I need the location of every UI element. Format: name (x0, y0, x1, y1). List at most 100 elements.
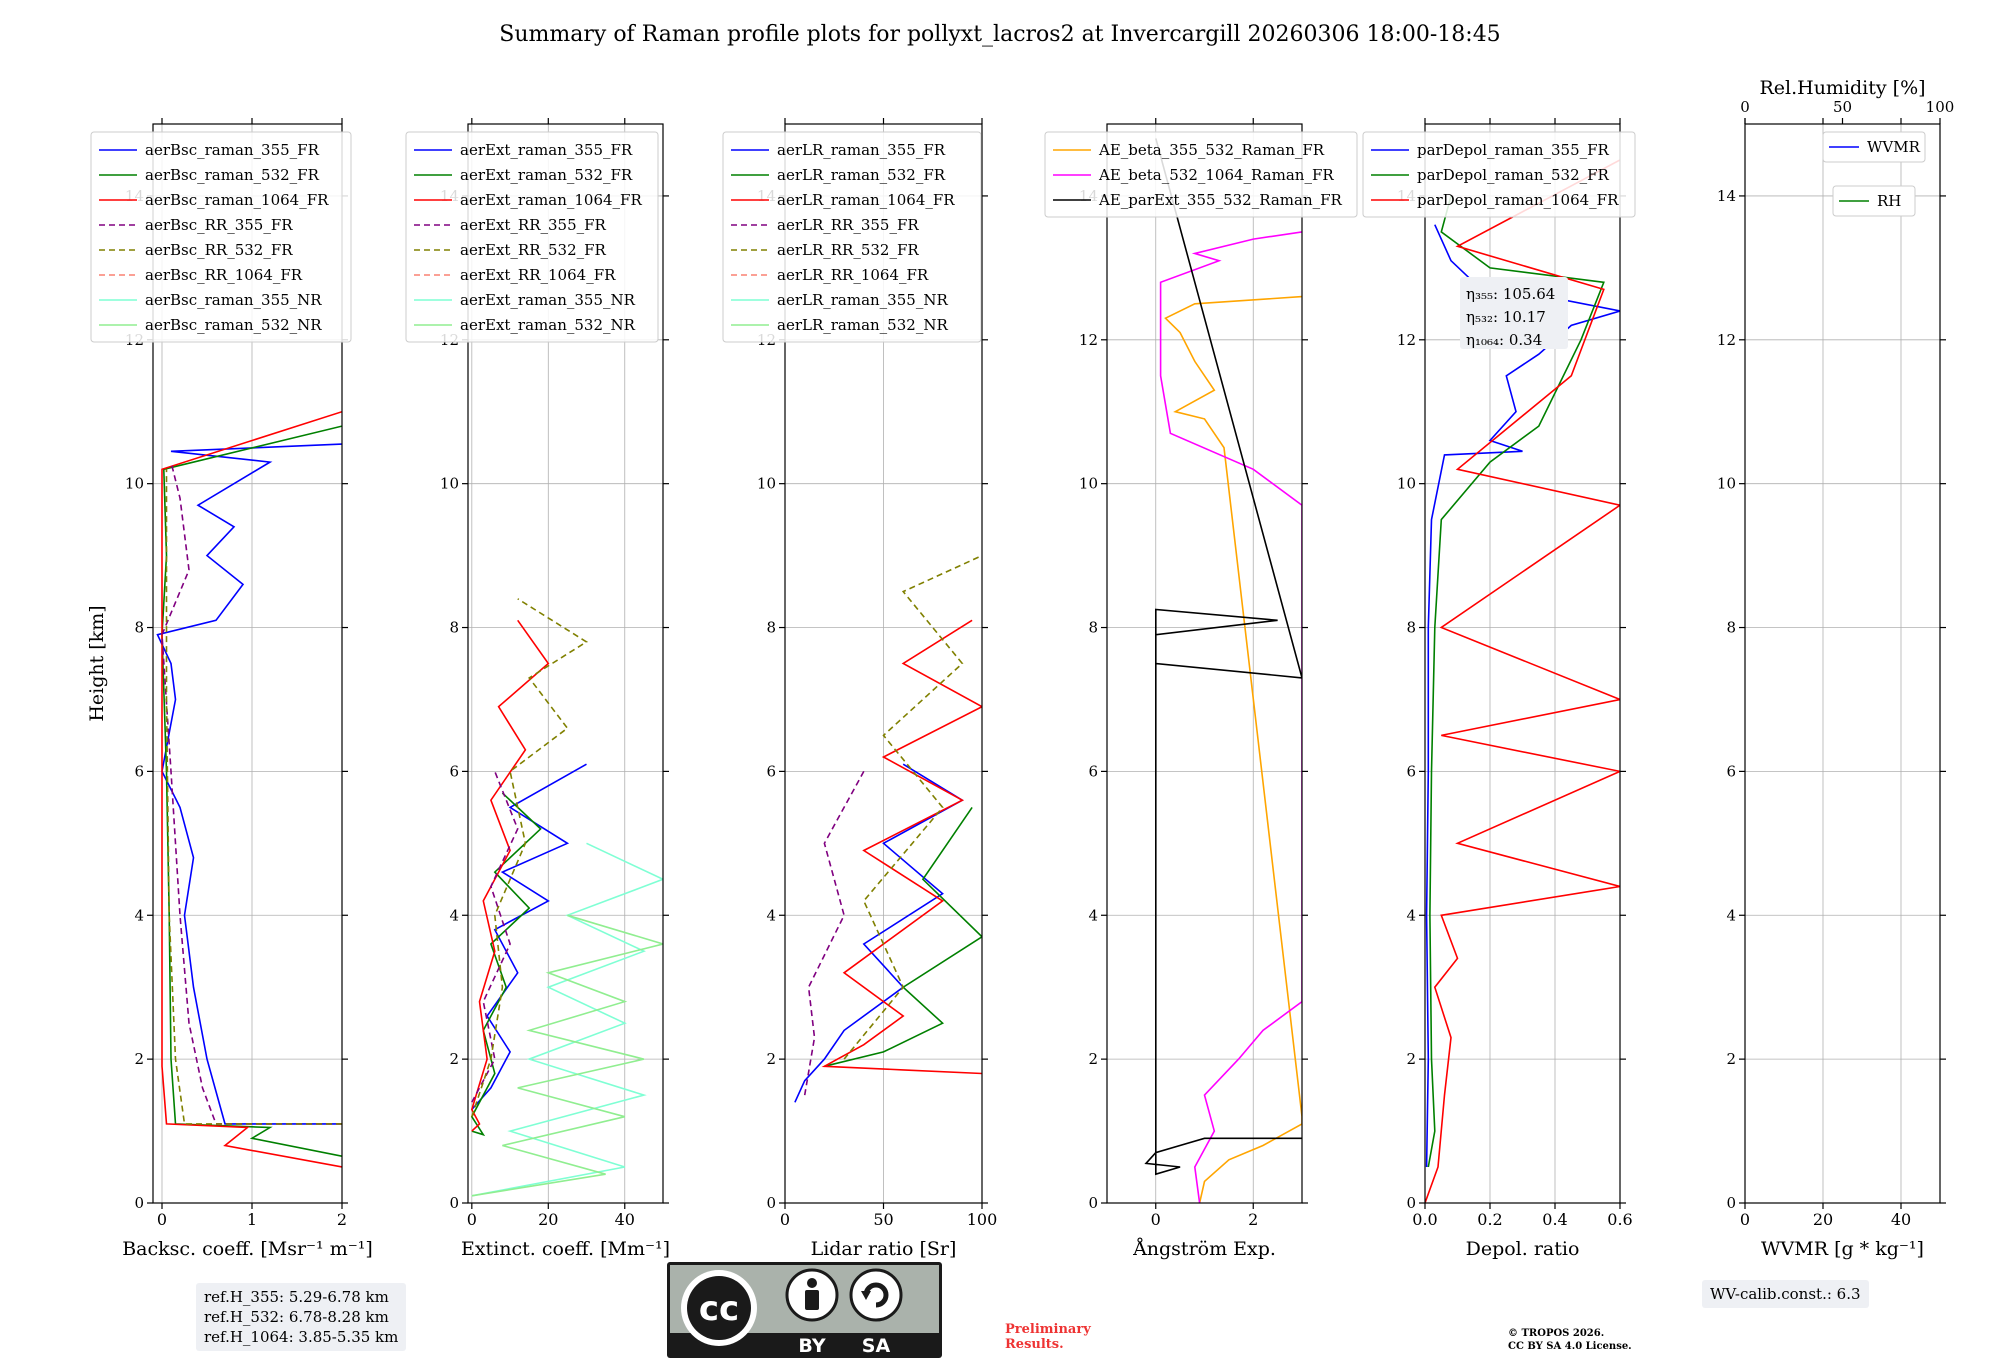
x-axis-label: Depol. ratio (1466, 1238, 1580, 1260)
panel-backscatter: 01202468101214Backsc. coeff. [Msr⁻¹ m⁻¹]… (90, 118, 373, 1260)
x-tick-label: 40 (615, 1210, 635, 1229)
legend-label: WVMR (1867, 138, 1921, 156)
x-tick-label: 20 (538, 1210, 558, 1229)
series-line-aerExt_raman_532_NR (471, 914, 663, 1197)
annotation-box (1460, 277, 1568, 349)
legend-label: aerExt_RR_355_FR (460, 216, 607, 234)
legend-label: aerExt_RR_532_FR (460, 241, 607, 259)
axes-frame (1424, 123, 1621, 1204)
series-line-aerBsc_raman_532_FR (161, 425, 342, 1157)
legend-label: AE_beta_355_532_Raman_FR (1098, 141, 1325, 159)
eta-annotations: η₃₅₅: 105.64 η₅₃₂: 10.17 η₁₀₆₄: 0.34 (1460, 277, 1568, 349)
axes-frame (784, 123, 983, 1204)
top-x-tick-label: 0 (1740, 98, 1750, 116)
y-tick-label: 12 (1079, 331, 1098, 349)
legend-box (90, 131, 352, 343)
eta-annotation: η₃₅₅: 105.64 (1466, 285, 1555, 303)
y-tick-label: 10 (440, 475, 459, 493)
series-line-parDepol_raman_355_FR (1425, 224, 1620, 1168)
x-axis-label: Lidar ratio [Sr] (811, 1238, 957, 1260)
x-tick-label: 0.6 (1607, 1210, 1632, 1229)
by-label: BY (798, 1335, 825, 1357)
panel-depolarization: 0.00.20.40.602468101214Depol. ratioparDe… (1362, 118, 1636, 1260)
y-tick-label: 0 (1406, 1194, 1416, 1212)
y-tick-label: 0 (449, 1194, 459, 1212)
legend-box (1832, 185, 1916, 217)
y-tick-label: 2 (134, 1050, 144, 1068)
eta-annotation: η₁₀₆₄: 0.34 (1466, 331, 1542, 349)
y-tick-label: 0 (1726, 1194, 1736, 1212)
series-line-aerExt_raman_532_FR (470, 792, 542, 1137)
x-tick-label: 1 (247, 1210, 257, 1229)
copyright-line-2: CC BY SA 4.0 License. (1508, 1341, 1632, 1352)
x-tick-label: 0.2 (1477, 1210, 1502, 1229)
legend-wvmr: WVMR (1822, 131, 1926, 163)
y-tick-label: 10 (125, 475, 144, 493)
series-line-aerBsc_RR_532_FR (165, 469, 342, 1125)
legend-label: aerLR_raman_532_NR (777, 316, 948, 334)
y-tick-label: 4 (134, 906, 144, 924)
legend-box (1822, 131, 1926, 163)
x-tick-label: 20 (1813, 1210, 1833, 1229)
axes-frame (467, 123, 664, 1204)
wv-calibration-box: WV-calib.const.: 6.3 (1702, 1280, 1869, 1308)
y-tick-label: 4 (1726, 906, 1736, 924)
series-line-aerBsc_raman_355_FR (156, 443, 342, 1125)
legend-label: aerExt_raman_355_NR (460, 291, 636, 309)
series-line-aerExt_raman_355_NR (471, 842, 663, 1197)
legend-label: aerExt_raman_1064_FR (460, 191, 642, 209)
y-tick-label: 8 (766, 619, 776, 637)
x-tick-label: 0 (780, 1210, 790, 1229)
y-tick-label: 2 (1088, 1050, 1098, 1068)
preliminary-line-2: Results. (1005, 1337, 1064, 1352)
y-tick-label: 6 (1406, 762, 1416, 780)
eta-annotation: η₅₃₂: 10.17 (1466, 308, 1546, 326)
legend-label: aerLR_raman_1064_FR (777, 191, 955, 209)
y-tick-label: 8 (449, 619, 459, 637)
y-tick-label: 8 (1406, 619, 1416, 637)
series-line-parDepol_raman_1064_FR (1425, 159, 1620, 1203)
y-tick-label: 0 (134, 1194, 144, 1212)
y-tick-label: 4 (766, 906, 776, 924)
y-tick-label: 0 (1088, 1194, 1098, 1212)
legend-label: RH (1877, 192, 1901, 210)
y-tick-label: 4 (1406, 906, 1416, 924)
legend-label: parDepol_raman_355_FR (1417, 141, 1610, 159)
legend-backscatter: aerBsc_raman_355_FR aerBsc_raman_532_FRae… (90, 131, 352, 343)
legend-label: aerBsc_RR_1064_FR (145, 266, 303, 284)
axes-frame (1106, 123, 1303, 1204)
series-line-aerExt_RR_355_FR (471, 771, 519, 1103)
wv-calibration-constant: WV-calib.const.: 6.3 (1710, 1285, 1861, 1303)
x-tick-label: 2 (1248, 1210, 1258, 1229)
panel-angstrom: 0202468101214Ångström Exp.AE_beta_355_53… (1044, 118, 1358, 1260)
y-axis-label: Height [km] (86, 605, 108, 721)
y-tick-label: 12 (1397, 331, 1416, 349)
x-tick-label: 0 (467, 1210, 477, 1229)
axes-frame (152, 123, 343, 1204)
series-line-aerLR_raman_1064_FR (821, 619, 982, 1075)
top-x-tick-label: 100 (1926, 98, 1955, 116)
legend-label: aerLR_raman_532_FR (777, 166, 946, 184)
cc-license-badge: cc BY SA (667, 1262, 942, 1358)
series-line-parDepol_raman_532_FR (1427, 195, 1605, 1168)
x-axis-label: Extinct. coeff. [Mm⁻¹] (461, 1238, 670, 1260)
y-tick-label: 2 (766, 1050, 776, 1068)
legend-extinction: aerExt_raman_355_FR aerExt_raman_532_FRae… (405, 131, 659, 343)
y-tick-label: 6 (766, 762, 776, 780)
y-tick-label: 2 (1406, 1050, 1416, 1068)
sa-icon (849, 1268, 903, 1322)
legend-label: aerBsc_raman_355_FR (145, 141, 320, 159)
legend-rh: RH (1832, 185, 1916, 217)
top-x-tick-label: 50 (1833, 98, 1852, 116)
legend-box (1362, 131, 1636, 218)
series-line-aerBsc_raman_1064_FR (161, 410, 342, 1168)
y-tick-label: 10 (1079, 475, 1098, 493)
copyright-line-1: © TROPOS 2026. (1508, 1328, 1605, 1339)
ref-height-1064: ref.H_1064: 3.85-5.35 km (204, 1328, 399, 1346)
legend-label: aerExt_raman_355_FR (460, 141, 633, 159)
legend-label: parDepol_raman_532_FR (1417, 166, 1610, 184)
legend-label: AE_parExt_355_532_Raman_FR (1098, 191, 1343, 209)
preliminary-line-1: Preliminary (1005, 1322, 1091, 1337)
legend-label: aerBsc_RR_355_FR (145, 216, 293, 234)
